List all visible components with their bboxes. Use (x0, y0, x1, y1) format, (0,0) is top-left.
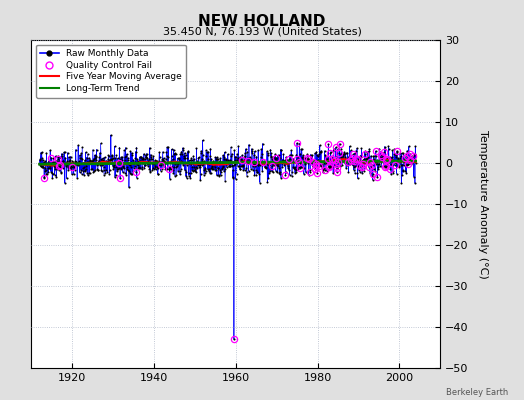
Y-axis label: Temperature Anomaly (°C): Temperature Anomaly (°C) (478, 130, 488, 278)
Text: Berkeley Earth: Berkeley Earth (446, 388, 508, 397)
Text: 35.450 N, 76.193 W (United States): 35.450 N, 76.193 W (United States) (162, 26, 362, 36)
Legend: Raw Monthly Data, Quality Control Fail, Five Year Moving Average, Long-Term Tren: Raw Monthly Data, Quality Control Fail, … (36, 44, 186, 98)
Text: NEW HOLLAND: NEW HOLLAND (198, 14, 326, 29)
